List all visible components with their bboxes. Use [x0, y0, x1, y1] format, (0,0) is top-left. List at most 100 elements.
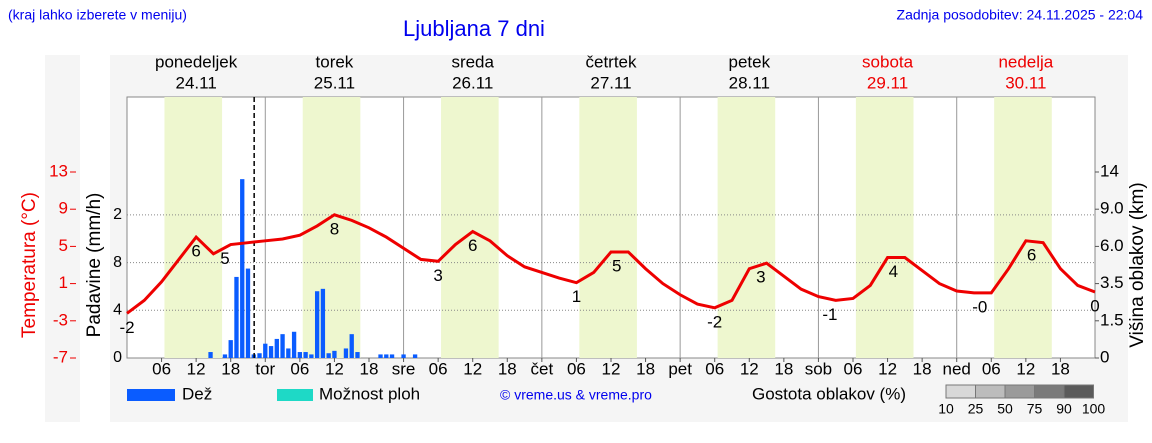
temp-annotation: 6: [1027, 245, 1036, 264]
temp-annotation: 4: [889, 262, 898, 281]
cloud-scale-label: 50: [997, 401, 1013, 417]
x-tick-label: 12: [878, 359, 897, 378]
precip-bar: [208, 352, 213, 358]
x-tick-label: 18: [498, 359, 517, 378]
cloud-tick-label: 1.5: [1100, 310, 1124, 329]
temp-annotation: 6: [191, 242, 200, 261]
precip-bar: [228, 340, 233, 358]
daylight-band: [855, 97, 914, 358]
x-tick-label: 18: [360, 359, 379, 378]
temp-annotation: 5: [612, 256, 621, 275]
precip-bar: [314, 291, 320, 358]
x-tick-label: 06: [567, 359, 586, 378]
x-tick-label: 06: [982, 359, 1001, 378]
temp-annotation: 0: [1090, 296, 1099, 315]
precip-bar: [274, 338, 279, 358]
day-name: sobota: [862, 52, 914, 71]
precip-tick-label: 8: [113, 254, 122, 271]
cloud-scale-box: [975, 384, 1006, 399]
precip-bar: [222, 354, 228, 358]
precip-bar: [263, 343, 268, 358]
cloud-tick-label: 0: [1100, 347, 1109, 366]
temp-annotation: -1: [822, 305, 837, 324]
x-tick-label: 18: [1051, 359, 1070, 378]
temp-annotation: -2: [119, 318, 134, 337]
cloud-tick-label: 3.5: [1100, 273, 1124, 292]
cloud-scale-box: [945, 384, 976, 399]
day-date: 25.11: [314, 73, 355, 92]
x-tick-label: 18: [913, 359, 932, 378]
legend-swatch: [127, 389, 175, 401]
title: Ljubljana 7 dni: [403, 16, 545, 41]
x-tick-label: 18: [774, 359, 793, 378]
legend-label: Možnost ploh: [319, 384, 420, 403]
temp-tick-label: -7: [53, 347, 68, 366]
legend-label: Dež: [182, 384, 212, 403]
precip-bar: [303, 352, 308, 358]
precip-bar: [257, 353, 262, 358]
daylight-band: [441, 97, 499, 358]
precip-bar: [332, 350, 337, 358]
x-tick-label: čet: [531, 359, 554, 378]
x-tick-label: sob: [805, 359, 832, 378]
x-tick-label: 06: [290, 359, 309, 378]
x-tick-label: 18: [636, 359, 655, 378]
cloud-axis-title: Višina oblakov (km): [1127, 182, 1148, 347]
cloud-legend-title: Gostota oblakov (%): [752, 384, 906, 403]
precip-bar: [297, 352, 303, 358]
precip-tick-label: 4: [113, 302, 122, 319]
precip-bar: [401, 354, 406, 358]
daylight-band: [994, 97, 1052, 358]
x-tick-label: 12: [187, 359, 206, 378]
precip-bar: [234, 276, 239, 358]
credit: © vreme.us & vreme.pro: [500, 387, 652, 403]
legend-swatch: [277, 389, 313, 401]
cloud-tick-label: 9.0: [1100, 199, 1124, 218]
day-date: 28.11: [729, 73, 770, 92]
temperature-line: [126, 213, 1096, 315]
cloud-tick-label: 14: [1100, 161, 1119, 180]
day-date: 30.11: [1005, 73, 1046, 92]
x-tick-label: sre: [392, 359, 416, 378]
precip-bar: [389, 354, 395, 358]
cloud-scale-label: 25: [968, 401, 984, 417]
x-tick-label: 12: [740, 359, 759, 378]
temp-annotation: 3: [756, 268, 765, 287]
updated: Zadnja posodobitev: 24.11.2025 - 22:04: [897, 7, 1144, 23]
day-date: 27.11: [590, 73, 631, 92]
day-date: 29.11: [867, 73, 908, 92]
temp-tick-label: -3: [53, 310, 68, 329]
cloud-scale-label: 75: [1027, 401, 1043, 417]
x-tick-label: 12: [463, 359, 482, 378]
cloud-tick-label: 6.0: [1100, 236, 1124, 255]
precip-bar: [343, 348, 349, 358]
precip-bar: [245, 268, 251, 358]
day-date: 26.11: [452, 73, 493, 92]
x-tick-label: 18: [221, 359, 240, 378]
day-name: sreda: [451, 52, 494, 71]
precip-bar: [320, 288, 326, 358]
precip-bar: [412, 354, 418, 358]
daylight-band: [164, 97, 223, 358]
x-tick-label: 06: [705, 359, 724, 378]
day-name: petek: [728, 52, 770, 71]
temp-annotation: 5: [220, 249, 229, 268]
x-tick-label: 12: [325, 359, 344, 378]
precip-bar: [309, 354, 314, 358]
day-name: ponedeljek: [155, 52, 238, 71]
x-tick-label: 06: [429, 359, 448, 378]
temp-tick-label: 9: [59, 199, 68, 218]
day-date: 24.11: [176, 73, 217, 92]
precip-bar: [384, 354, 389, 358]
precip-axis-title: Padavine (mm/h): [84, 193, 105, 338]
precip-bar: [349, 334, 354, 358]
temp-tick-label: 13: [49, 161, 68, 180]
x-tick-label: pet: [668, 359, 692, 378]
precip-bar: [280, 334, 285, 358]
temp-tick-label: 1: [59, 273, 68, 292]
precip-bar: [378, 354, 383, 358]
day-name: četrtek: [585, 52, 637, 71]
x-tick-label: tor: [255, 359, 275, 378]
day-name: nedelja: [998, 52, 1053, 71]
